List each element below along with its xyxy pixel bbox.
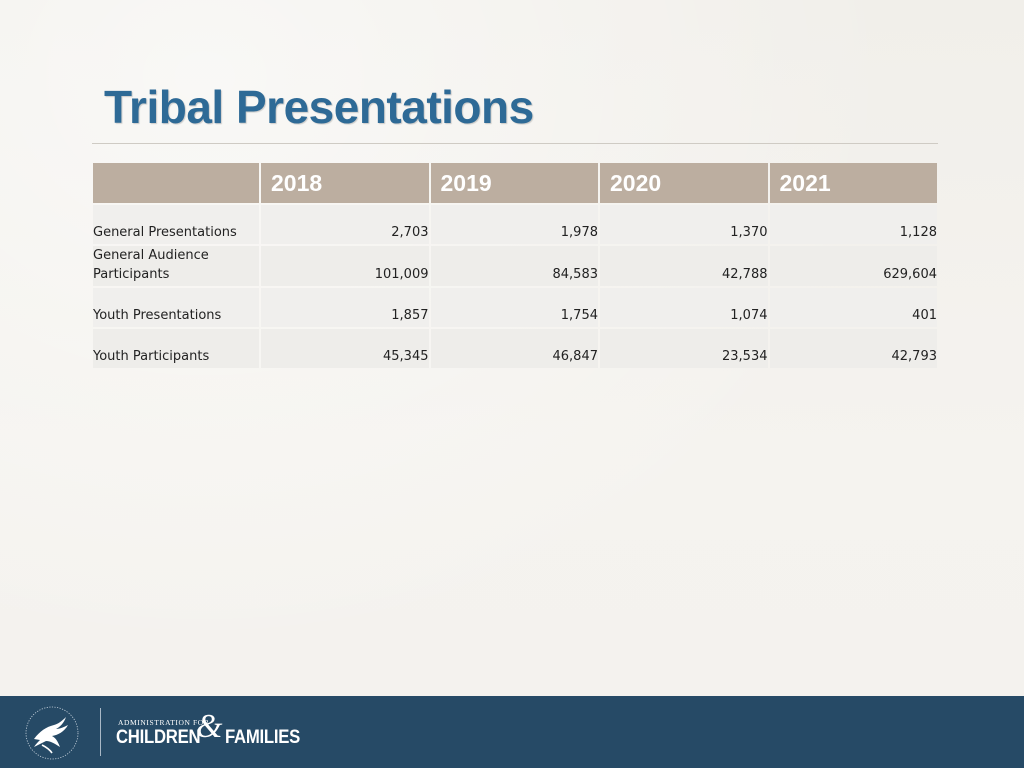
data-table: 2018 2019 2020 2021 General Presentation… <box>91 161 939 370</box>
table-row: General Audience Participants 101,009 84… <box>93 246 937 286</box>
table-cell: 23,534 <box>600 329 768 368</box>
table-cell: 1,857 <box>261 288 429 327</box>
table-cell: 401 <box>769 288 937 327</box>
table-cell: 629,604 <box>769 246 937 286</box>
footer-children-text: CHILDREN <box>116 727 201 748</box>
row-label: Youth Participants <box>93 329 259 368</box>
table-cell: 42,788 <box>600 246 768 286</box>
table-cell: 1,128 <box>769 205 937 244</box>
table-cell: 2,703 <box>261 205 429 244</box>
hhs-eagle-seal-icon <box>25 706 79 760</box>
footer-bar: ADMINISTRATION FOR CHILDREN & FAMILIES <box>0 696 1024 768</box>
table-cell: 1,370 <box>600 205 768 244</box>
table-cell: 84,583 <box>430 246 598 286</box>
table-row: General Presentations 2,703 1,978 1,370 … <box>93 205 937 244</box>
title-divider <box>92 143 938 144</box>
column-header-2018: 2018 <box>261 163 429 203</box>
footer-divider <box>100 708 101 756</box>
footer-admin-text: ADMINISTRATION FOR <box>118 718 210 727</box>
table-cell: 1,074 <box>600 288 768 327</box>
table-cell: 45,345 <box>261 329 429 368</box>
slide-title: Tribal Presentations <box>104 81 534 133</box>
row-label: Youth Presentations <box>93 288 259 327</box>
column-header-2020: 2020 <box>600 163 768 203</box>
column-header-2019: 2019 <box>430 163 598 203</box>
footer-families-text: FAMILIES <box>225 727 300 748</box>
footer-ampersand: & <box>196 708 223 745</box>
table-row: Youth Presentations 1,857 1,754 1,074 40… <box>93 288 937 327</box>
table-row: Youth Participants 45,345 46,847 23,534 … <box>93 329 937 368</box>
table-cell: 101,009 <box>261 246 429 286</box>
table-cell: 42,793 <box>769 329 937 368</box>
table-cell: 1,978 <box>430 205 598 244</box>
row-label: General Audience Participants <box>93 246 259 286</box>
table-cell: 1,754 <box>430 288 598 327</box>
table-header-row: 2018 2019 2020 2021 <box>93 163 937 203</box>
table-cell: 46,847 <box>430 329 598 368</box>
column-header-2021: 2021 <box>769 163 937 203</box>
row-label: General Presentations <box>93 205 259 244</box>
header-corner-cell <box>93 163 259 203</box>
